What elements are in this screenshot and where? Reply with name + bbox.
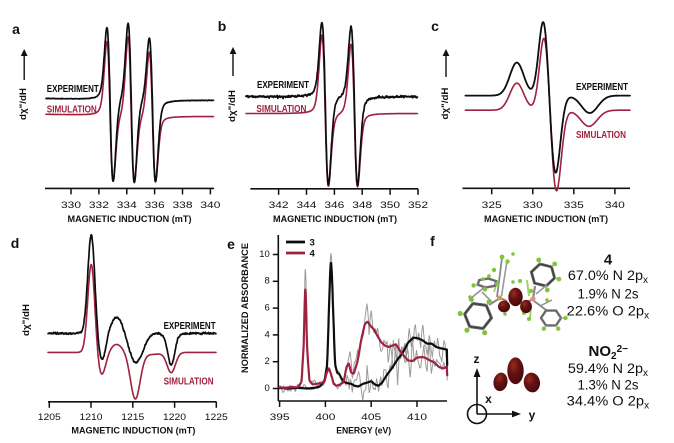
svg-text:ENERGY (eV): ENERGY (eV) [336,426,391,437]
svg-text:x: x [643,275,648,286]
svg-text:SIMULATION: SIMULATION [576,130,626,141]
svg-text:x: x [643,368,648,379]
svg-text:334: 334 [117,200,137,211]
svg-text:3: 3 [310,238,315,249]
svg-text:330: 330 [61,200,81,211]
svg-text:22.6% O 2p: 22.6% O 2p [567,304,645,320]
svg-text:c: c [431,18,439,34]
svg-text:1205: 1205 [38,412,61,423]
svg-text:67.0% N 2p: 67.0% N 2p [568,268,643,284]
svg-text:dχ"/dH: dχ"/dH [18,88,29,120]
svg-text:342: 342 [269,200,289,211]
svg-text:SIMULATION: SIMULATION [47,104,97,115]
svg-text:405: 405 [361,412,381,423]
svg-text:EXPERIMENT: EXPERIMENT [257,80,309,91]
svg-text:338: 338 [173,200,193,211]
svg-text:400: 400 [315,412,335,423]
svg-text:EXPERIMENT: EXPERIMENT [47,84,99,95]
svg-text:1220: 1220 [163,412,186,423]
svg-text:x: x [485,392,492,406]
svg-text:325: 325 [482,200,502,211]
svg-text:1225: 1225 [205,412,228,423]
svg-text:1210: 1210 [80,412,103,423]
svg-text:b: b [218,18,227,34]
svg-text:e: e [227,236,235,252]
svg-text:x: x [644,401,649,412]
svg-text:MAGNETIC INDUCTION (mT): MAGNETIC INDUCTION (mT) [68,214,192,225]
svg-text:1.3% N 2s: 1.3% N 2s [578,378,639,394]
svg-text:8: 8 [265,276,270,287]
svg-text:4: 4 [310,249,316,260]
svg-text:dχ"/dH: dχ"/dH [227,90,238,122]
svg-text:10: 10 [259,249,270,260]
svg-text:f: f [430,233,435,249]
svg-text:2: 2 [265,356,270,367]
svg-text:z: z [474,352,480,366]
svg-text:59.4% N 2p: 59.4% N 2p [568,361,643,377]
svg-text:dχ"/dH: dχ"/dH [21,304,32,336]
svg-text:1215: 1215 [121,412,144,423]
svg-text:EXPERIMENT: EXPERIMENT [576,82,628,93]
svg-text:NORMALIZED ABSORBANCE: NORMALIZED ABSORBANCE [240,243,251,373]
svg-text:4: 4 [604,252,613,269]
svg-text:EXPERIMENT: EXPERIMENT [164,321,216,332]
svg-text:350: 350 [380,200,400,211]
svg-text:330: 330 [523,200,543,211]
svg-text:MAGNETIC INDUCTION (mT): MAGNETIC INDUCTION (mT) [273,214,397,225]
svg-text:x: x [644,311,649,322]
svg-text:340: 340 [605,200,625,211]
svg-text:1.9% N 2s: 1.9% N 2s [578,287,639,303]
svg-text:336: 336 [145,200,165,211]
svg-text:d: d [11,235,20,251]
svg-text:0: 0 [265,383,270,394]
svg-text:34.4% O 2p: 34.4% O 2p [567,394,645,410]
svg-text:4: 4 [265,329,270,340]
svg-text:340: 340 [200,200,220,211]
svg-text:dχ"/dH: dχ"/dH [440,87,451,119]
svg-text:348: 348 [352,200,372,211]
svg-text:344: 344 [296,200,316,211]
svg-text:352: 352 [408,200,428,211]
svg-text:SIMULATION: SIMULATION [164,377,214,388]
svg-text:346: 346 [324,200,344,211]
svg-text:335: 335 [564,200,584,211]
svg-text:MAGNETIC INDUCTION (mT): MAGNETIC INDUCTION (mT) [484,214,608,225]
svg-text:y: y [529,408,536,422]
svg-text:395: 395 [270,412,290,423]
svg-text:410: 410 [407,412,427,423]
svg-text:332: 332 [89,200,109,211]
svg-text:a: a [12,21,20,37]
svg-text:6: 6 [265,303,270,314]
svg-text:SIMULATION: SIMULATION [256,104,306,115]
svg-text:MAGNETIC INDUCTION (mT): MAGNETIC INDUCTION (mT) [71,426,195,437]
